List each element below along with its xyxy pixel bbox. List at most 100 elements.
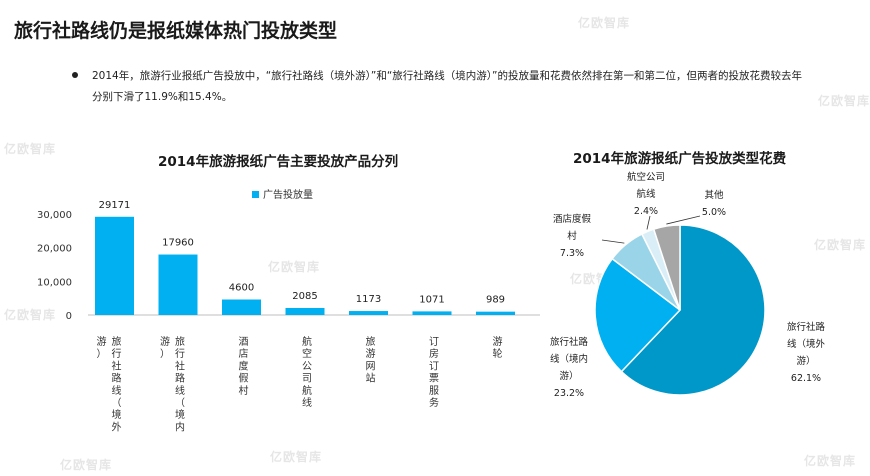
category-label-char: 航 [302,335,312,348]
y-tick-label: 20,000 [37,244,72,255]
category-label-char: 游 [160,335,170,348]
pie-category-label: 线（境内 [550,353,588,365]
bar-value-label: 29171 [99,200,131,211]
pie-leader-line [646,215,651,230]
category-label-char: 订 [429,336,439,348]
pie-category-label: 游） [559,370,578,382]
pie-percent-label: 62.1% [791,373,821,384]
category-label-char: 轮 [493,347,503,360]
pie-category-label: 航线 [636,188,656,200]
category-label-char: 路 [175,372,185,385]
pie-slice [594,257,682,373]
pie-percent-label: 23.2% [554,388,584,399]
category-label-char: 境 [175,408,185,421]
watermark: 亿欧智库 [270,450,323,464]
category-label-char: 假 [239,372,249,385]
y-tick-label: 0 [66,311,72,322]
watermark: 亿欧智库 [818,94,870,108]
category-label-char: 游 [97,335,107,348]
bullet-dot [72,72,78,78]
bar [222,299,261,315]
pie-category-label: 村 [567,230,577,242]
bar [349,311,388,315]
category-label-char: （ [175,397,185,409]
pie-category-label: 航空公司 [627,171,665,183]
category-label-char: 外 [112,421,122,433]
pie-category-label: 旅行社路 [787,321,826,333]
category-label-char: 社 [112,359,122,372]
pie-percent-label: 2.4% [634,206,658,217]
bar [285,307,325,315]
category-label-char: （ [112,397,122,409]
bar-value-label: 17960 [162,238,194,249]
bar-value-label: 4600 [229,283,254,294]
pie-slice [652,224,681,311]
category-label-char: 旅 [366,335,376,348]
bar-value-label: 989 [486,295,505,306]
category-label-char: 票 [429,373,439,385]
legend-label: 广告投放量 [263,188,313,201]
pie-category-label: 线（境外 [787,338,826,350]
category-label-char: 网 [366,360,376,372]
category-label-char: 站 [366,372,376,385]
pie-category-label: 其他 [704,189,724,201]
category-label-char: 航 [302,384,312,397]
pie-category-label: 旅行社路 [550,336,589,348]
watermark: 亿欧智库 [4,142,57,156]
pie-chart-title: 2014年旅游报纸广告投放类型花费 [573,151,787,167]
category-label-char: 公 [302,361,312,372]
bar [412,311,452,315]
bar-value-label: 1071 [419,294,444,305]
bullet-text: 2014年，旅游行业报纸广告投放中，“旅行社路线（境外游）”和“旅行社路线（境内… [92,70,802,103]
legend-swatch [252,191,259,198]
category-label-char: 线 [112,384,122,397]
category-label-char: 度 [239,359,249,372]
category-label-char: 旅 [112,335,122,348]
watermark: 亿欧智库 [60,458,113,472]
category-label-char: 行 [112,347,122,360]
category-label-char: 司 [302,374,312,385]
pie-percent-label: 7.3% [560,248,584,259]
watermark: 亿欧智库 [578,16,631,30]
category-label-char: 线 [302,396,312,409]
page-title: 旅行社路线仍是报纸媒体热门投放类型 [14,20,338,42]
category-label-char: 社 [175,359,185,372]
watermark: 亿欧智库 [268,260,321,274]
bar [158,254,198,315]
y-tick-label: 30,000 [37,210,72,221]
category-label-char: 空 [302,347,312,360]
watermark: 亿欧智库 [4,308,57,322]
pie-leader-line [601,239,625,244]
category-label-char: 订 [429,360,439,372]
category-label-char: 村 [239,384,249,397]
pie-category-label: 游） [796,355,815,367]
category-label-char: 酒 [239,336,249,348]
bar-value-label: 1173 [356,294,381,305]
y-tick-label: 10,000 [37,277,72,288]
category-label-char: 游 [366,347,376,360]
pie-percent-label: 5.0% [702,207,726,218]
pie-slice [620,224,766,396]
category-label-char: 店 [239,347,249,360]
watermark: 亿欧智库 [814,238,867,252]
bar [476,311,515,315]
bar-value-label: 2085 [292,291,317,302]
category-label-char: 行 [175,347,185,360]
bar-chart-title: 2014年旅游报纸广告主要投放产品分列 [158,154,399,170]
category-label-char: 房 [429,347,439,360]
category-label-char: ） [97,348,107,360]
bar [95,216,134,315]
category-label-char: 内 [175,420,185,433]
watermark: 亿欧智库 [804,454,857,468]
category-label-char: 服 [429,385,439,397]
category-label-char: 旅 [175,335,185,348]
category-label-char: 境 [112,408,122,421]
category-label-char: ） [160,348,170,360]
category-label-char: 务 [429,396,439,409]
category-label-char: 游 [493,335,503,348]
category-label-char: 线 [175,384,185,397]
pie-category-label: 酒店度假 [553,213,592,225]
pie-leader-line [666,215,701,225]
category-label-char: 路 [112,372,122,385]
